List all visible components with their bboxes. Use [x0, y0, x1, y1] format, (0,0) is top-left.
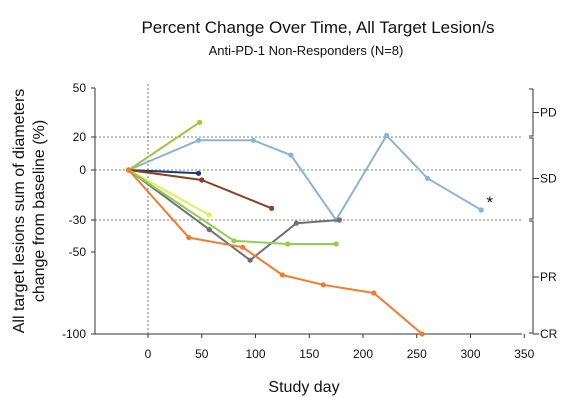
series-7-point-3 [285, 241, 291, 247]
category-label-sd: SD [540, 172, 557, 186]
series-8-point-6 [371, 290, 377, 296]
series-line-1 [128, 134, 482, 221]
x-tick-label: 50 [195, 347, 209, 361]
series-8-point-5 [320, 282, 326, 288]
y-tick-label: 0 [79, 163, 86, 177]
series-8-point-1 [126, 167, 132, 173]
series-6-point-2 [206, 227, 212, 233]
series-line-7 [128, 169, 337, 245]
y-tick-label: -50 [69, 245, 87, 259]
x-tick-label: 0 [145, 347, 152, 361]
series-7-point-2 [231, 238, 237, 244]
category-bracket-sd [529, 137, 534, 220]
category-label-pr: PR [540, 270, 557, 284]
series-1-point-4 [288, 152, 294, 158]
chart-title: Percent Change Over Time, All Target Les… [141, 18, 494, 37]
y-tick-label: -30 [69, 213, 87, 227]
chart-subtitle: Anti-PD-1 Non-Responders (N=8) [209, 43, 404, 58]
x-tick-label: 150 [299, 347, 319, 361]
series-1-point-2 [195, 137, 202, 143]
series-7-point-4 [333, 241, 339, 247]
series-8-point-3 [240, 244, 246, 250]
series-line-2 [128, 121, 201, 171]
y-axis-label-line-2: change from baseline (%) [31, 120, 48, 302]
category-bracket-pr [529, 220, 534, 334]
series-4-point-2 [199, 177, 205, 183]
x-tick-label: 100 [245, 347, 265, 361]
series-line-4 [128, 169, 272, 210]
y-tick-label: 20 [73, 130, 87, 144]
series-6-point-4 [293, 220, 299, 226]
y-tick-label: 50 [73, 81, 87, 95]
series-1-point-6 [384, 132, 390, 138]
category-label-cr: CR [540, 327, 558, 341]
category-bracket-pd [529, 88, 534, 137]
series-line-5 [128, 169, 210, 216]
category-label-pd: PD [540, 106, 557, 120]
series-6-point-3 [247, 257, 253, 263]
series-1-point-7 [424, 175, 431, 181]
annotation-asterisk: * [487, 193, 494, 212]
series-1-point-3 [250, 137, 256, 143]
y-axis-label-line-1: All target lesions sum of diameters [11, 89, 28, 334]
series-6-point-5 [336, 217, 342, 223]
x-tick-label: 350 [514, 347, 534, 361]
series-4-point-3 [269, 205, 275, 211]
series-8-point-2 [186, 235, 192, 241]
x-axis-label: Study day [268, 379, 339, 396]
x-tick-label: 300 [460, 347, 480, 361]
x-tick-label: 250 [407, 347, 427, 361]
series-2-point-2 [197, 119, 203, 125]
series-8-point-4 [279, 272, 285, 278]
y-tick-label: -100 [62, 327, 86, 341]
series-8-point-7 [419, 331, 425, 337]
x-tick-label: 200 [353, 347, 373, 361]
series-1-point-8 [478, 207, 484, 213]
series-3-point-2 [195, 170, 202, 176]
series-line-3 [128, 169, 199, 175]
series-5-point-2 [206, 212, 212, 218]
